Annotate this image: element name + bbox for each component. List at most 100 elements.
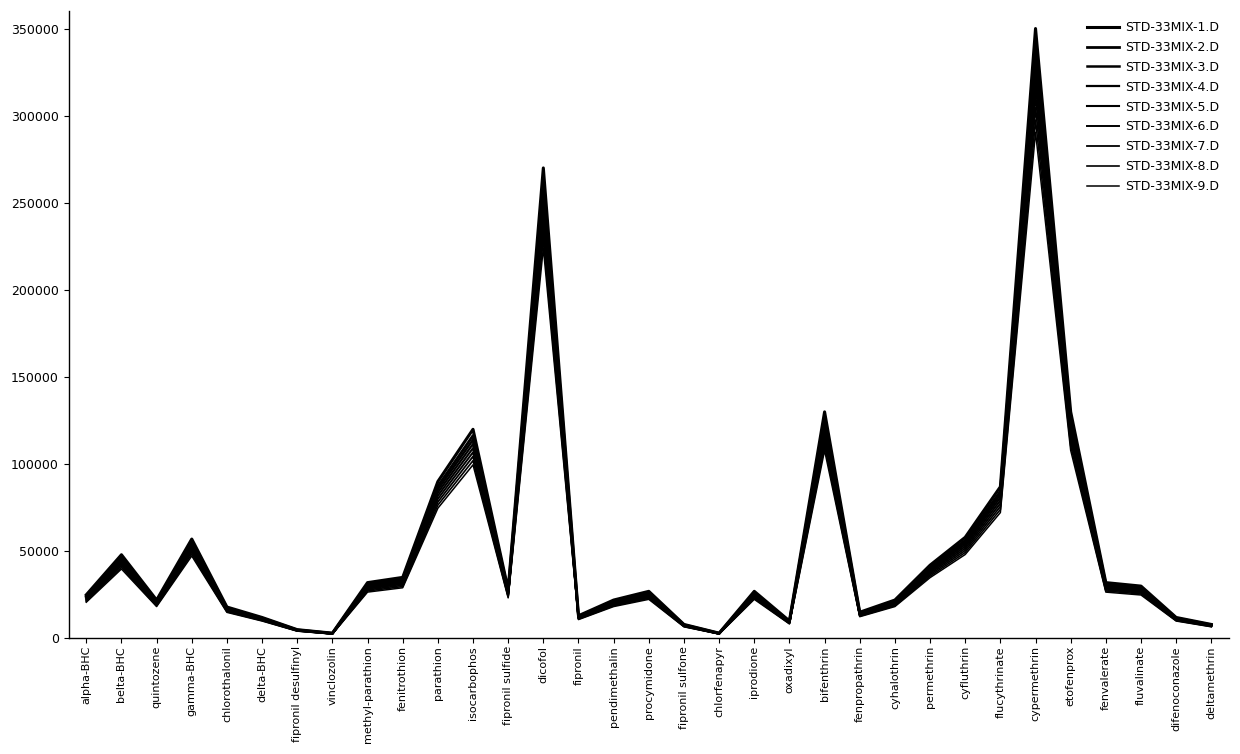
STD-33MIX-8.D [219,607,234,616]
STD-33MIX-1.D [782,617,797,626]
STD-33MIX-4.D [325,629,340,638]
STD-33MIX-7.D [185,547,200,556]
STD-33MIX-7.D [79,596,94,605]
STD-33MIX-6.D [746,592,761,601]
STD-33MIX-9.D [1028,127,1043,136]
STD-33MIX-9.D [1169,617,1184,626]
STD-33MIX-8.D [923,572,937,581]
STD-33MIX-6.D [712,629,727,638]
STD-33MIX-9.D [1063,446,1078,455]
STD-33MIX-2.D [254,614,269,623]
STD-33MIX-2.D [888,596,903,605]
STD-33MIX-9.D [219,608,234,617]
STD-33MIX-2.D [782,617,797,626]
STD-33MIX-9.D [536,244,551,253]
STD-33MIX-6.D [185,545,200,554]
STD-33MIX-4.D [1169,615,1184,624]
STD-33MIX-5.D [149,599,164,608]
STD-33MIX-7.D [254,616,269,625]
STD-33MIX-1.D [501,585,516,594]
STD-33MIX-6.D [993,499,1008,508]
STD-33MIX-7.D [1063,437,1078,446]
STD-33MIX-1.D [1028,24,1043,33]
Line: STD-33MIX-4.D: STD-33MIX-4.D [87,71,1211,633]
STD-33MIX-8.D [290,627,305,636]
STD-33MIX-3.D [185,540,200,549]
STD-33MIX-2.D [501,587,516,596]
STD-33MIX-2.D [712,629,727,638]
STD-33MIX-7.D [536,225,551,234]
STD-33MIX-6.D [290,626,305,635]
STD-33MIX-1.D [430,477,445,486]
STD-33MIX-2.D [185,538,200,547]
STD-33MIX-8.D [360,587,374,596]
STD-33MIX-6.D [79,595,94,604]
STD-33MIX-6.D [817,432,832,441]
STD-33MIX-2.D [1063,414,1078,423]
STD-33MIX-8.D [957,548,972,557]
STD-33MIX-5.D [923,567,937,576]
STD-33MIX-9.D [957,550,972,559]
STD-33MIX-3.D [1169,614,1184,623]
STD-33MIX-6.D [396,580,410,589]
STD-33MIX-6.D [1063,432,1078,441]
STD-33MIX-9.D [1133,590,1148,599]
STD-33MIX-6.D [254,615,269,624]
STD-33MIX-9.D [396,584,410,593]
STD-33MIX-6.D [1169,615,1184,624]
STD-33MIX-2.D [219,603,234,612]
STD-33MIX-3.D [325,629,340,638]
STD-33MIX-3.D [536,187,551,196]
STD-33MIX-1.D [923,561,937,570]
STD-33MIX-8.D [606,601,621,610]
STD-33MIX-2.D [325,629,340,638]
STD-33MIX-3.D [149,597,164,606]
STD-33MIX-3.D [1063,418,1078,428]
STD-33MIX-3.D [641,589,656,598]
STD-33MIX-5.D [746,591,761,600]
STD-33MIX-1.D [677,620,692,629]
STD-33MIX-6.D [888,599,903,608]
STD-33MIX-8.D [852,611,867,621]
STD-33MIX-4.D [149,598,164,607]
STD-33MIX-5.D [325,629,340,638]
STD-33MIX-4.D [185,541,200,550]
STD-33MIX-8.D [1028,115,1043,124]
STD-33MIX-8.D [746,594,761,603]
STD-33MIX-5.D [501,590,516,599]
STD-33MIX-4.D [254,615,269,624]
STD-33MIX-2.D [396,575,410,584]
Line: STD-33MIX-7.D: STD-33MIX-7.D [87,108,1211,634]
STD-33MIX-5.D [817,428,832,437]
STD-33MIX-4.D [888,598,903,607]
STD-33MIX-9.D [79,598,94,607]
STD-33MIX-3.D [1133,584,1148,593]
STD-33MIX-1.D [396,573,410,582]
STD-33MIX-1.D [888,596,903,605]
STD-33MIX-6.D [641,592,656,601]
STD-33MIX-9.D [677,622,692,631]
STD-33MIX-4.D [1028,66,1043,75]
STD-33MIX-6.D [114,559,129,569]
STD-33MIX-6.D [1204,621,1219,630]
STD-33MIX-5.D [572,613,587,622]
STD-33MIX-9.D [572,615,587,624]
Line: STD-33MIX-2.D: STD-33MIX-2.D [87,47,1211,633]
STD-33MIX-3.D [254,614,269,623]
STD-33MIX-4.D [923,566,937,575]
STD-33MIX-6.D [1028,91,1043,100]
STD-33MIX-5.D [79,594,94,603]
STD-33MIX-1.D [360,578,374,587]
STD-33MIX-6.D [325,629,340,638]
STD-33MIX-4.D [712,629,727,638]
STD-33MIX-5.D [360,583,374,592]
STD-33MIX-3.D [114,554,129,563]
STD-33MIX-6.D [852,611,867,620]
STD-33MIX-3.D [1028,54,1043,63]
STD-33MIX-6.D [430,495,445,504]
STD-33MIX-1.D [606,596,621,605]
STD-33MIX-3.D [817,418,832,428]
STD-33MIX-1.D [572,611,587,621]
STD-33MIX-7.D [1133,588,1148,597]
STD-33MIX-1.D [1063,407,1078,416]
